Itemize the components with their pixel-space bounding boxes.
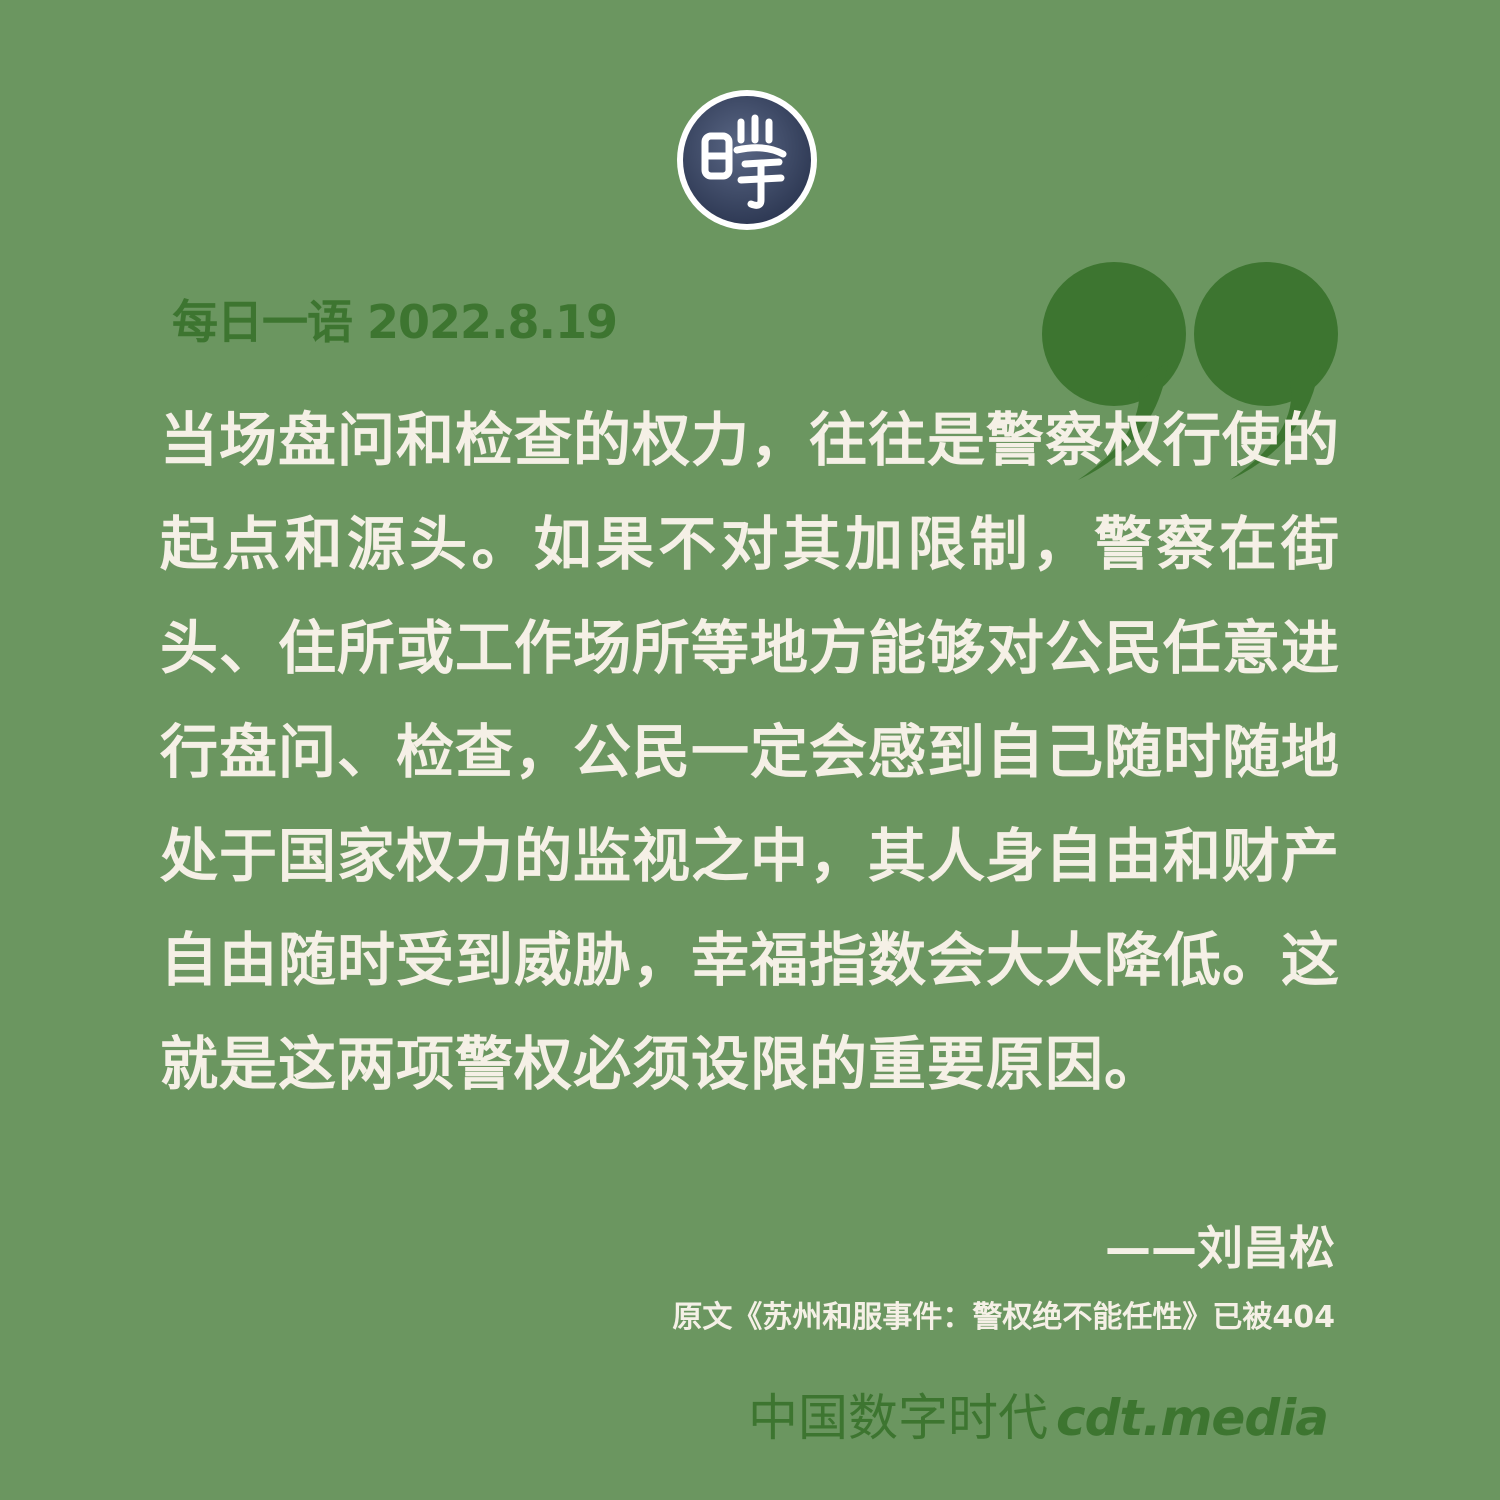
brand-name: 中国数字时代 bbox=[748, 1389, 1048, 1447]
cdt-seal-logo-icon bbox=[677, 90, 817, 230]
source-note: 原文《苏州和服事件：警权绝不能任性》已被404 bbox=[672, 1300, 1335, 1335]
quote-author: ——刘昌松 bbox=[1105, 1221, 1335, 1275]
date-heading: 每日一语 2022.8.19 bbox=[172, 295, 618, 349]
brand-domain: cdt.media bbox=[1056, 1389, 1329, 1447]
closing-quote-icon bbox=[1042, 262, 1338, 480]
brand-footer: 中国数字时代 cdt.media bbox=[748, 1378, 1329, 1450]
quote-text: 当场盘问和检查的权力，往往是警察权行使的起点和源头。如果不对其加限制，警察在街头… bbox=[160, 406, 1341, 1098]
